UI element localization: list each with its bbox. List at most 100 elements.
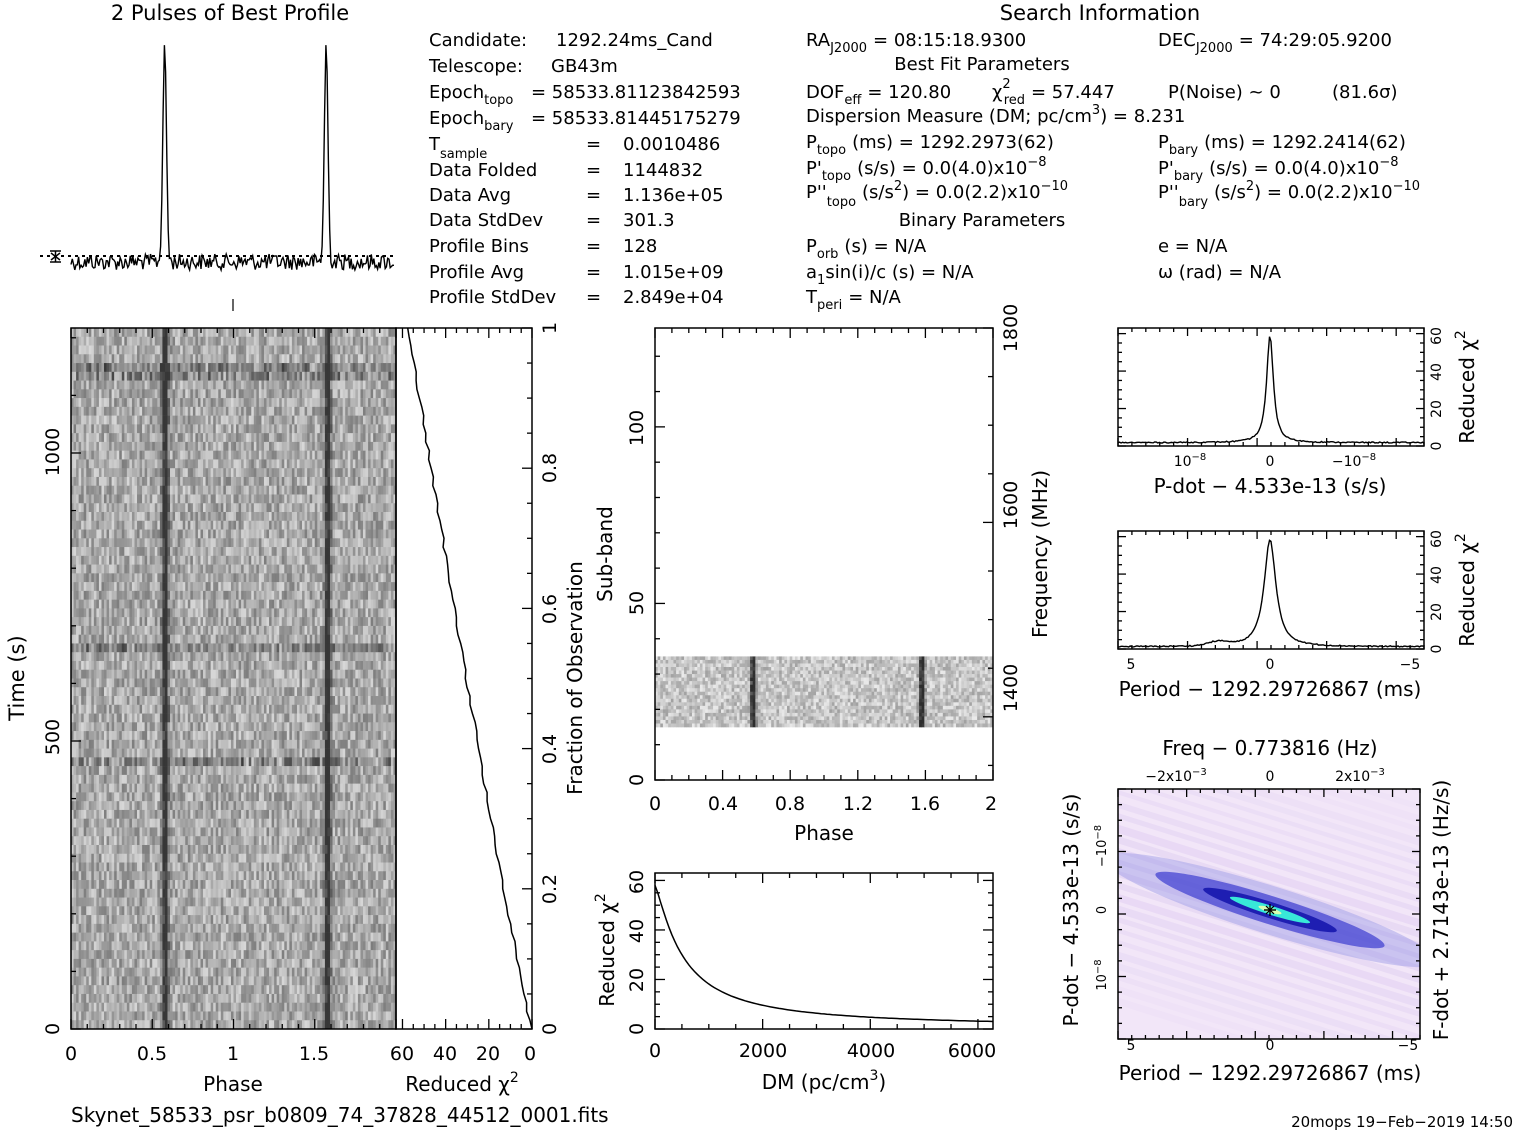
sb-ylabel: Sub-band [593, 506, 617, 602]
ct-ytick-0: 0 [539, 1023, 561, 1035]
profile-title: 2 Pulses of Best Profile [111, 1, 349, 25]
dm-xtick-0: 0 [649, 1040, 661, 1062]
map-top-tick-2: 2x10−3 [1335, 767, 1385, 785]
map-rlabel: F-dot + 2.7143e-13 (Hz/s) [1429, 780, 1453, 1041]
p-bary: Pbary (ms) = 1292.2414(62) [1158, 132, 1406, 158]
map-streak [1118, 913, 1420, 1039]
map-streak [1118, 850, 1420, 1012]
ct-ytick-4: 0.8 [539, 453, 561, 483]
eccentricity: e = N/A [1158, 236, 1228, 257]
sb-ytick-1: 50 [626, 591, 648, 615]
pd-xtick-1: 0 [1266, 454, 1275, 470]
profile-std-value: 2.849e+04 [623, 287, 724, 308]
profile-std-eq: = [586, 287, 601, 308]
tp-xtick-0: 0 [65, 1043, 77, 1065]
map-streak [1118, 789, 1420, 926]
ct-xlabel: Reduced χ2 [405, 1070, 519, 1096]
pdot-panel: 10−8 0 −10−8 P-dot − 4.533e-13 (s/s) 0 2… [1117, 327, 1479, 498]
data-avg-label: Data Avg [429, 185, 511, 206]
data-folded-value: 1144832 [623, 160, 703, 181]
epoch-bary: Epochbary [429, 108, 514, 134]
pr-xlabel: Period − 1292.29726867 (ms) [1119, 677, 1422, 701]
data-std-label: Data StdDev [429, 210, 544, 231]
map-streak [1118, 789, 1420, 939]
pr-ytick-0: 0 [1429, 645, 1445, 654]
data-folded-eq: = [586, 160, 601, 181]
search-information: Search Information Candidate: 1292.24ms_… [428, 1, 1420, 313]
pr-xtick-2: −5 [1400, 657, 1421, 673]
sb-xtick-3: 1.2 [843, 793, 873, 815]
profile-std-label: Profile StdDev [429, 287, 557, 308]
omega: ω (rad) = N/A [1158, 262, 1282, 283]
profile-bins-label: Profile Bins [429, 236, 529, 257]
data-avg-eq: = [586, 185, 601, 206]
ct-ytick-3: 0.6 [539, 594, 561, 624]
tsample: Tsample [428, 134, 487, 162]
sb-rtick-0: 1400 [1000, 664, 1022, 712]
sigma: (81.6σ) [1332, 82, 1398, 103]
dm-xtick-2: 4000 [847, 1040, 895, 1062]
pd-xtick-2: −10−8 [1332, 452, 1376, 470]
tperi: Tperi = N/A [805, 287, 902, 313]
map-xlabel: Period − 1292.29726867 (ms) [1119, 1061, 1422, 1085]
epoch-topo: Epochtopo [429, 82, 513, 108]
time-phase-image [71, 328, 397, 1030]
pr-ytick-3: 60 [1429, 530, 1445, 548]
period-ticks [1117, 531, 1425, 650]
map-ticks [1117, 788, 1421, 1040]
dm-ytick-3: 60 [626, 870, 648, 894]
telescope-value: GB43m [551, 56, 618, 77]
tp-ylabel: Time (s) [5, 635, 29, 721]
dm-ytick-1: 20 [626, 968, 648, 992]
dm-value: Dispersion Measure (DM; pc/cm3) = 8.231 [806, 103, 1185, 127]
tp-ytick-2: 1000 [42, 428, 64, 476]
tsample-value: 0.0010486 [623, 134, 720, 155]
map-streak [1118, 789, 1420, 875]
chi-time-curve [406, 327, 533, 1030]
ct-xtick-1: 40 [433, 1043, 457, 1065]
data-folded-label: Data Folded [429, 160, 537, 181]
search-title: Search Information [1000, 1, 1200, 25]
map-streak [1118, 789, 1420, 896]
map-streak [1118, 789, 1420, 948]
time-phase-panel: 0 0.5 1 1.5 Phase 0 500 1000 Time (s) [5, 327, 397, 1096]
chi-time-panel: 60 40 20 0 Reduced χ2 0 0.2 0.4 0.6 0.8 … [390, 322, 587, 1096]
best-fit-title: Best Fit Parameters [894, 54, 1069, 75]
candidate-value: 1292.24ms_Cand [556, 30, 713, 51]
dm-ytick-2: 40 [626, 919, 648, 943]
data-std-eq: = [586, 210, 601, 231]
p-noise: P(Noise) ~ 0 [1168, 82, 1281, 103]
profile-bins-eq: = [586, 236, 601, 257]
map-xtick-2: −5 [1398, 1038, 1419, 1054]
tp-xtick-2: 1 [227, 1043, 239, 1065]
pr-ylabel: Reduced χ2 [1453, 533, 1479, 647]
profile-avg-eq: = [586, 262, 601, 283]
pr-xtick-0: 5 [1127, 657, 1136, 673]
ct-ytick-2: 0.4 [539, 734, 561, 764]
period-panel: 5 0 −5 Period − 1292.29726867 (ms) 0 20 … [1117, 530, 1479, 701]
ct-xtick-0: 60 [390, 1043, 414, 1065]
ppdot-map-image [1118, 789, 1420, 1039]
tp-xtick-1: 0.5 [137, 1043, 167, 1065]
map-ltick-2: 10−8 [1093, 959, 1110, 990]
p-topo: Ptopo (ms) = 1292.2973(62) [806, 132, 1054, 158]
tp-xtick-3: 1.5 [299, 1043, 329, 1065]
footer-filename: Skynet_58533_psr_b0809_74_37828_44512_00… [71, 1103, 609, 1127]
map-best-marker [1264, 904, 1276, 916]
map-streak [1118, 934, 1420, 1039]
data-std-value: 301.3 [623, 210, 675, 231]
map-title: Freq − 0.773816 (Hz) [1162, 736, 1377, 760]
a1sini: a1sin(i)/c (s) = N/A [806, 262, 974, 288]
sb-rtick-1: 1600 [1000, 481, 1022, 529]
map-top-tick-0: −2x10−3 [1145, 767, 1207, 785]
epoch-bary-value: = 58533.81445175279 [531, 108, 741, 129]
ct-xtick-3: 0 [524, 1043, 536, 1065]
period-curve [1118, 539, 1425, 648]
pd-ytick-0: 0 [1429, 442, 1445, 451]
map-streak [1118, 860, 1420, 1024]
sb-rlabel: Frequency (MHz) [1028, 470, 1052, 638]
map-streak [1118, 923, 1420, 1039]
ct-ytick-1: 0.2 [539, 874, 561, 904]
dm-xtick-3: 6000 [948, 1040, 996, 1062]
